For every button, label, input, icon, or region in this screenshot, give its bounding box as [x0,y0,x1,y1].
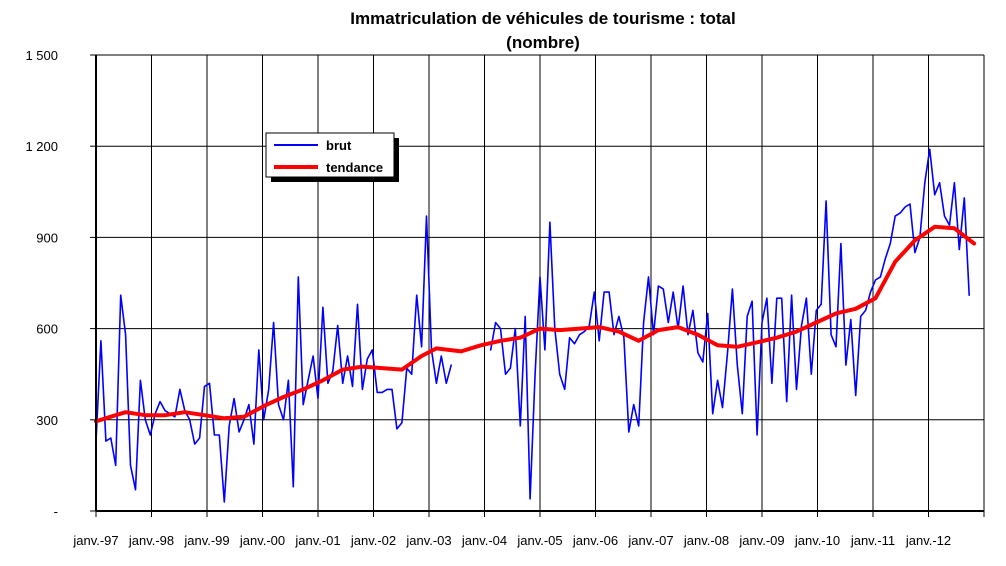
x-tick-label: janv.-11 [850,533,895,548]
legend: brut tendance [265,132,399,182]
chart-subtitle: (nombre) [506,33,580,52]
legend-label-brut: brut [326,138,352,153]
y-tick-label: - [54,504,58,519]
x-tick-labels: janv.-97 janv.-98 janv.-99 janv.-00 janv.-01… [72,533,951,548]
x-tick-label: janv.-98 [128,533,174,548]
x-tick-label: janv.-12 [905,533,951,548]
x-tick-label: janv.-02 [350,533,396,548]
x-tick-label: janv.-99 [183,533,229,548]
x-tick-label: janv.-06 [572,533,618,548]
y-tick-labels: - 300 600 900 1 200 1 500 [25,48,58,519]
x-tick-label: janv.-03 [405,533,451,548]
chart-title: Immatriculation de véhicules de tourisme… [350,9,735,28]
y-tick-label: 600 [36,322,58,337]
x-tick-label: janv.-04 [461,533,507,548]
series-line-tendance [94,224,977,424]
x-tick-label: janv.-00 [239,533,285,548]
x-tick-label: janv.-09 [738,533,784,548]
x-tick-label: janv.-01 [294,533,340,548]
legend-box [265,132,395,178]
axes [90,54,985,517]
legend-label-tendance: tendance [326,160,383,175]
y-tick-label: 900 [36,230,58,245]
x-tick-label: janv.-05 [516,533,562,548]
series-line-brut [95,148,970,503]
series-layer [94,148,977,503]
y-tick-label: 300 [36,413,58,428]
x-tick-label: janv.-08 [683,533,729,548]
y-tick-label: 1 200 [25,139,58,154]
x-tick-label: janv.-10 [794,533,840,548]
x-tick-label: janv.-97 [72,533,118,548]
x-tick-label: janv.-07 [627,533,673,548]
y-tick-label: 1 500 [25,48,58,63]
